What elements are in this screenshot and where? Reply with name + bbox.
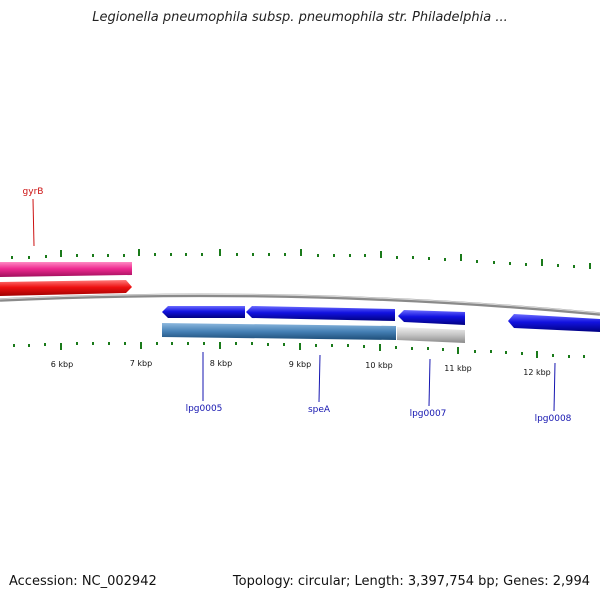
scale-label: 10 kbp xyxy=(365,361,393,370)
topology-text: Topology: circular; Length: 3,397,754 bp… xyxy=(232,574,590,589)
scale-label: 6 kbp xyxy=(51,360,73,369)
tick-row-upper xyxy=(11,249,591,269)
lpg0008-leader-line xyxy=(553,362,556,412)
genome-backbone-highlight xyxy=(0,293,600,314)
feature-grey[interactable] xyxy=(397,327,465,343)
gyrB-leader-line xyxy=(32,198,35,247)
lpg0007-leader-line xyxy=(428,358,431,407)
gene-gyrB[interactable] xyxy=(0,280,132,296)
gene-label-lpg0007: lpg0007 xyxy=(410,409,447,419)
gene-lpg0008[interactable] xyxy=(508,314,600,332)
gene-label-speA: speA xyxy=(308,405,331,415)
scale-label: 8 kbp xyxy=(210,359,232,368)
accession-text: Accession: NC_002942 xyxy=(9,574,157,589)
feature-steelblue[interactable] xyxy=(162,323,396,340)
tick-row-lower xyxy=(13,342,585,358)
scale-label: 7 kbp xyxy=(130,359,152,368)
scale-label: 9 kbp xyxy=(289,360,311,369)
genome-backbone xyxy=(0,293,600,316)
scale-labels: 6 kbp 7 kbp 8 kbp 9 kbp 10 kbp 11 kbp 12… xyxy=(51,359,551,377)
gene-lpg0005[interactable] xyxy=(162,306,245,318)
gene-label-lpg0008: lpg0008 xyxy=(535,414,572,424)
gene-speA[interactable] xyxy=(246,306,395,321)
gene-lpg0007[interactable] xyxy=(398,310,465,325)
scale-label: 11 kbp xyxy=(444,364,472,373)
gene-label-lpg0005: lpg0005 xyxy=(186,404,223,414)
map-title: Legionella pneumophila subsp. pneumophil… xyxy=(92,10,508,25)
gene-feature-pink[interactable] xyxy=(0,262,132,277)
scale-label: 12 kbp xyxy=(523,368,551,377)
speA-leader-line xyxy=(318,354,321,403)
gene-label-gyrB: gyrB xyxy=(23,187,44,197)
